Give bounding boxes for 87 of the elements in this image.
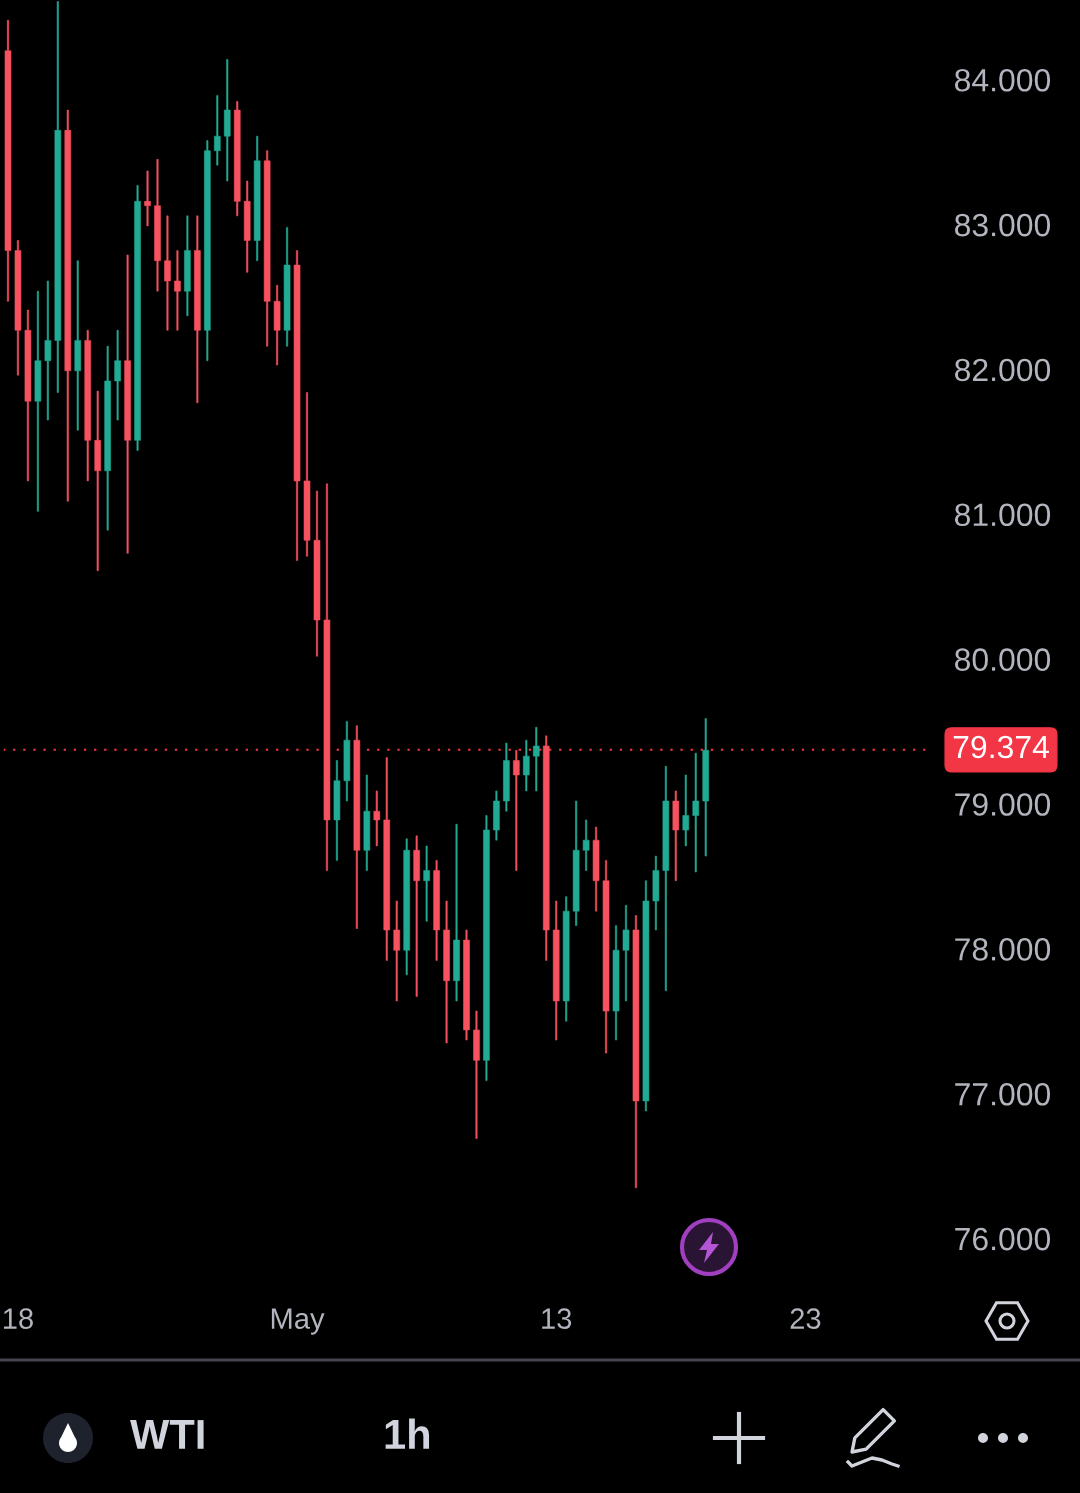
y-tick-label: 81.000 bbox=[955, 503, 1051, 527]
candlestick bbox=[483, 815, 490, 1081]
candlestick bbox=[373, 790, 381, 847]
candlestick bbox=[303, 392, 311, 557]
candlestick bbox=[204, 140, 211, 361]
candlestick bbox=[473, 1010, 480, 1139]
candlestick bbox=[293, 250, 301, 561]
candlestick bbox=[283, 227, 291, 347]
candlestick bbox=[403, 838, 410, 976]
y-tick-label: 80.000 bbox=[955, 648, 1051, 671]
x-tick-label: 23 bbox=[790, 1308, 821, 1329]
candlestick bbox=[24, 309, 32, 482]
candlestick bbox=[393, 900, 400, 1002]
text: WTI bbox=[130, 1420, 204, 1449]
candlestick bbox=[154, 159, 161, 292]
candlestick bbox=[114, 329, 121, 421]
candlestick bbox=[423, 845, 430, 922]
candlestick bbox=[34, 290, 42, 512]
candlestick bbox=[523, 739, 530, 792]
candlestick bbox=[443, 900, 450, 1044]
candlestick bbox=[144, 170, 151, 227]
candlestick bbox=[542, 735, 550, 961]
candlestick bbox=[84, 329, 91, 482]
candlestick bbox=[343, 721, 351, 802]
candlestick bbox=[253, 135, 261, 262]
candlestick bbox=[622, 905, 630, 1002]
candlestick bbox=[682, 774, 690, 847]
candlestick bbox=[592, 826, 600, 912]
candlestick bbox=[224, 59, 231, 182]
candlestick bbox=[642, 880, 650, 1112]
x-tick-label: 13 bbox=[542, 1308, 572, 1329]
candlestick bbox=[493, 790, 500, 841]
candlestick bbox=[383, 757, 391, 961]
candlestick bbox=[632, 915, 640, 1189]
candlestick bbox=[233, 101, 241, 217]
x-tick-label: 18 bbox=[3, 1308, 33, 1329]
y-tick-label: 84.000 bbox=[955, 68, 1051, 92]
candlestick bbox=[652, 855, 660, 931]
candlestick bbox=[612, 925, 620, 1041]
candlestick bbox=[4, 20, 12, 302]
candlestick bbox=[662, 766, 670, 992]
candlestick bbox=[702, 718, 709, 857]
y-tick-label: 76.000 bbox=[955, 1227, 1051, 1251]
candlestick bbox=[184, 215, 191, 317]
candlestick bbox=[572, 800, 580, 926]
candlestick bbox=[164, 215, 171, 331]
candlestick bbox=[602, 860, 610, 1054]
candlestick bbox=[64, 109, 72, 502]
candlestick bbox=[353, 725, 361, 929]
candlestick bbox=[54, 1, 62, 393]
candlestick bbox=[333, 760, 341, 861]
candlestick bbox=[363, 774, 371, 871]
y-tick-label: 77.000 bbox=[955, 1082, 1051, 1106]
candlestick bbox=[582, 819, 590, 871]
candlestick bbox=[562, 896, 570, 1022]
candlestick bbox=[273, 285, 281, 366]
ref-line-label: 79.374 bbox=[953, 735, 1049, 759]
candlestick bbox=[74, 260, 82, 431]
candlestick bbox=[243, 180, 251, 273]
candlestick bbox=[104, 345, 111, 531]
candlestick bbox=[134, 185, 141, 451]
x-tick-label: May bbox=[271, 1308, 325, 1335]
candlestick bbox=[313, 490, 321, 657]
candlestick bbox=[692, 752, 700, 873]
candlestick bbox=[453, 823, 460, 1002]
candlestick bbox=[174, 250, 181, 331]
candlestick bbox=[323, 483, 331, 871]
y-tick-label: 79.000 bbox=[955, 793, 1051, 816]
candlestick bbox=[124, 254, 131, 554]
candlestick bbox=[413, 835, 420, 997]
text: 1h bbox=[385, 1418, 430, 1449]
candlestick bbox=[14, 240, 22, 376]
candlestick bbox=[513, 750, 520, 871]
candlestick bbox=[44, 280, 52, 421]
y-tick-label: 78.000 bbox=[955, 938, 1051, 961]
candlestick bbox=[503, 742, 510, 812]
candlestick bbox=[433, 860, 440, 961]
y-tick-label: 82.000 bbox=[955, 358, 1051, 382]
candlestick bbox=[533, 726, 540, 792]
candlestick bbox=[94, 390, 101, 572]
candlestick bbox=[214, 95, 221, 166]
candlestick bbox=[463, 929, 470, 1041]
candlestick bbox=[263, 150, 271, 347]
y-tick-label: 83.000 bbox=[955, 213, 1051, 237]
candlestick bbox=[552, 900, 560, 1041]
candlestick bbox=[194, 215, 201, 403]
candlestick bbox=[672, 790, 680, 881]
